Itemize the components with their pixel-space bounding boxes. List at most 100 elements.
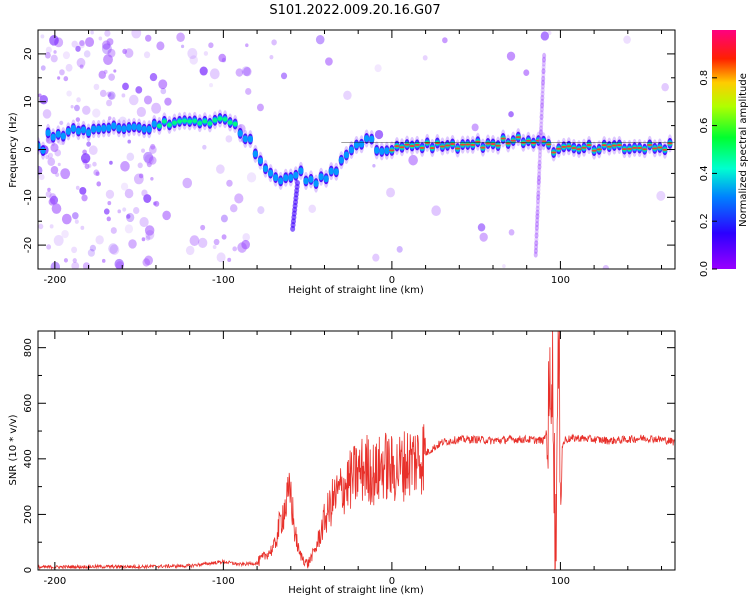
y-tick-label: 800: [23, 338, 34, 357]
noise-blob: [232, 246, 237, 252]
spectrogram-y-ticks: -20 -10 0 10 20: [23, 29, 675, 270]
noise-blob: [145, 34, 152, 42]
noise-blob: [110, 227, 117, 234]
y-tick-label: 600: [23, 394, 34, 413]
signal-cell: [298, 167, 304, 175]
noise-blob: [128, 94, 139, 106]
y-tick-label: 0: [23, 567, 34, 573]
noise-blob: [151, 102, 162, 114]
noise-blob: [53, 234, 64, 246]
signal-cell: [55, 130, 61, 138]
noise-blob: [141, 237, 146, 242]
noise-blob: [85, 37, 95, 48]
noise-blob: [241, 66, 251, 77]
noise-blob: [221, 234, 227, 240]
noise-blob: [150, 143, 156, 150]
noise-blob: [120, 182, 129, 191]
spike-blob: [535, 205, 540, 212]
noise-blob: [156, 41, 165, 51]
noise-blob: [160, 88, 167, 95]
signal-cell: [308, 175, 314, 183]
noise-blob: [72, 212, 79, 220]
noise-blob: [145, 229, 155, 240]
spike-blob: [535, 201, 540, 208]
spike-blob: [539, 117, 544, 124]
signal-cell: [252, 150, 258, 158]
noise-blob: [280, 72, 288, 80]
signal-cell: [460, 143, 466, 146]
noise-blob: [109, 244, 120, 255]
noise-blob: [42, 109, 52, 119]
spike-blob: [534, 236, 539, 243]
noise-blob: [182, 177, 193, 189]
x-tick-label: -100: [212, 275, 235, 286]
noise-blob: [96, 181, 102, 187]
noise-blob: [40, 65, 46, 71]
noise-blob: [128, 239, 137, 249]
noise-blob: [45, 191, 52, 198]
signal-cell: [207, 121, 213, 126]
noise-blob: [502, 264, 506, 269]
signal-cell: [313, 180, 319, 188]
signal-cell: [141, 125, 147, 133]
noise-blob: [189, 55, 198, 65]
noise-blob: [656, 190, 666, 201]
noise-blob: [143, 194, 152, 203]
noise-blob: [216, 252, 226, 263]
signal-cell: [151, 120, 157, 128]
signal-cell: [399, 146, 405, 149]
noise-blob: [506, 51, 516, 61]
noise-blob: [108, 243, 119, 254]
spike-blob: [533, 251, 538, 258]
noise-blob: [124, 224, 134, 234]
signal-cell: [106, 124, 112, 132]
signal-cell: [637, 147, 643, 150]
signal-cell: [116, 124, 122, 132]
signal-cell: [652, 147, 658, 150]
noise-blob: [103, 208, 110, 215]
noise-blob: [61, 229, 69, 239]
signal-cell: [257, 157, 264, 165]
noise-blob: [149, 72, 158, 82]
spike-blob: [540, 91, 545, 98]
noise-blob: [198, 237, 208, 248]
noise-blob: [49, 224, 54, 229]
spike-blob: [534, 240, 539, 247]
noise-blob: [71, 261, 80, 269]
noise-blob: [126, 214, 131, 219]
noise-blob: [141, 148, 145, 153]
noise-blob: [107, 201, 112, 206]
noise-blob: [540, 31, 550, 41]
spike-blob: [539, 113, 544, 120]
spike-blob: [541, 64, 546, 71]
noise-blob: [57, 162, 61, 167]
noise-blob: [508, 111, 514, 118]
noise-blob: [396, 245, 403, 253]
spike-blob: [537, 171, 542, 178]
signal-cell: [227, 120, 233, 125]
noise-blob: [75, 185, 80, 190]
noise-blob: [213, 238, 220, 246]
noise-blob: [53, 50, 57, 54]
noise-blob: [87, 248, 95, 257]
noise-blob: [408, 154, 418, 166]
signal-cell: [657, 146, 663, 149]
spike-blob: [538, 136, 543, 143]
noise-blob: [101, 258, 106, 263]
spike-blob: [540, 94, 545, 101]
noise-blob: [81, 194, 88, 202]
noise-blob: [45, 46, 52, 54]
noise-blob: [226, 179, 233, 187]
signal-cell: [369, 135, 375, 143]
snr-y-label: SNR (10 * v/v): [8, 414, 19, 485]
signal-cell: [505, 142, 511, 145]
noise-blob: [237, 242, 247, 253]
noise-blob: [144, 255, 154, 266]
spike-blob: [538, 144, 543, 151]
signal-cell: [293, 171, 299, 179]
spike-blob: [540, 98, 545, 105]
noise-blob: [50, 54, 58, 63]
noise-blob: [55, 172, 60, 177]
